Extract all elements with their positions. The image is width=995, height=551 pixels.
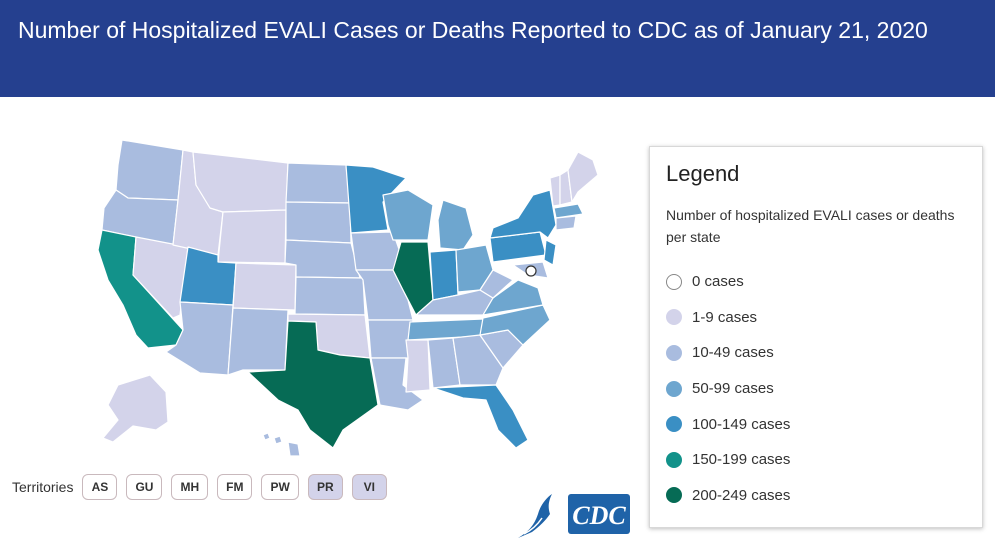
legend-item: 10-49 cases xyxy=(666,335,966,371)
legend-item-label: 1-9 cases xyxy=(692,308,758,326)
legend-swatch xyxy=(666,380,682,397)
legend-item: 50-99 cases xyxy=(666,371,966,407)
state-in[interactable] xyxy=(429,249,459,301)
state-sd[interactable] xyxy=(285,201,352,244)
state-wa[interactable] xyxy=(115,139,184,201)
territory-gu-button[interactable]: GU xyxy=(126,474,163,500)
page-header: Number of Hospitalized EVALI Cases or De… xyxy=(0,0,995,97)
state-ar[interactable] xyxy=(367,319,414,359)
territory-as-button[interactable]: AS xyxy=(82,474,118,500)
state-me[interactable] xyxy=(567,151,599,203)
legend-item-label: 0 cases xyxy=(692,273,744,291)
legend-swatch xyxy=(666,451,682,468)
legend-list: 0 cases 1-9 cases 10-49 cases 50-99 case… xyxy=(666,264,966,513)
legend-item: 1-9 cases xyxy=(666,300,966,336)
state-ne[interactable] xyxy=(284,239,361,279)
legend-item: 150-199 cases xyxy=(666,442,966,478)
legend-swatch xyxy=(666,344,682,361)
state-hi-3[interactable] xyxy=(287,441,301,457)
state-nd[interactable] xyxy=(285,162,351,204)
legend-item: 100-149 cases xyxy=(666,406,966,442)
state-mi[interactable] xyxy=(437,199,474,251)
state-wi[interactable] xyxy=(382,189,434,241)
legend-swatch xyxy=(666,487,682,504)
page-title: Number of Hospitalized EVALI Cases or De… xyxy=(18,17,928,43)
legend-item-label: 50-99 cases xyxy=(692,380,774,398)
state-va[interactable] xyxy=(482,279,544,316)
state-nm[interactable] xyxy=(227,307,289,376)
state-ga[interactable] xyxy=(452,334,504,386)
dc-marker[interactable] xyxy=(525,265,537,277)
legend-item-label: 100-149 cases xyxy=(692,415,791,433)
state-wv[interactable] xyxy=(479,269,514,299)
territories-row: Territories AS GU MH FM PW PR VI xyxy=(12,473,387,501)
territories-label: Territories xyxy=(12,479,74,495)
hhs-eagle-icon: CDC xyxy=(518,494,630,538)
legend-swatch xyxy=(666,309,682,326)
state-fl[interactable] xyxy=(432,384,529,449)
state-ms[interactable] xyxy=(405,339,431,393)
state-ma[interactable] xyxy=(553,203,584,219)
legend-item: 0 cases xyxy=(666,264,966,300)
us-choropleth-map xyxy=(97,139,599,457)
legend-item: 200-249 cases xyxy=(666,478,966,514)
state-co[interactable] xyxy=(232,262,297,311)
state-ny[interactable] xyxy=(489,189,557,239)
legend-item-label: 200-249 cases xyxy=(692,486,791,504)
state-ks[interactable] xyxy=(294,276,366,316)
state-mt[interactable] xyxy=(192,151,289,213)
territory-vi-button[interactable]: VI xyxy=(351,474,387,500)
legend-item-label: 150-199 cases xyxy=(692,451,791,469)
legend-panel: Legend Number of hospitalized EVALI case… xyxy=(649,146,983,528)
legend-swatch xyxy=(666,416,682,433)
legend-item-label: 10-49 cases xyxy=(692,344,774,362)
territory-fm-button[interactable]: FM xyxy=(217,474,253,500)
cdc-logo-box xyxy=(568,494,630,534)
territory-pw-button[interactable]: PW xyxy=(261,474,299,500)
legend-title: Legend xyxy=(666,161,740,186)
hhs-cdc-logo: CDC xyxy=(510,486,632,546)
cdc-logo-text: CDC xyxy=(572,501,626,530)
legend-subtitle: Number of hospitalized EVALI cases or de… xyxy=(666,207,955,245)
state-wy[interactable] xyxy=(217,209,287,264)
state-hi[interactable] xyxy=(262,432,271,441)
us-map xyxy=(88,130,628,460)
territory-mh-button[interactable]: MH xyxy=(171,474,209,500)
legend-swatch xyxy=(666,273,682,290)
state-ct-ri[interactable] xyxy=(555,215,577,231)
state-hi-2[interactable] xyxy=(273,435,283,445)
state-ak[interactable] xyxy=(102,374,169,443)
territory-pr-button[interactable]: PR xyxy=(307,474,343,500)
state-la[interactable] xyxy=(370,357,424,411)
state-nj[interactable] xyxy=(543,239,557,266)
state-tx[interactable] xyxy=(247,320,379,449)
